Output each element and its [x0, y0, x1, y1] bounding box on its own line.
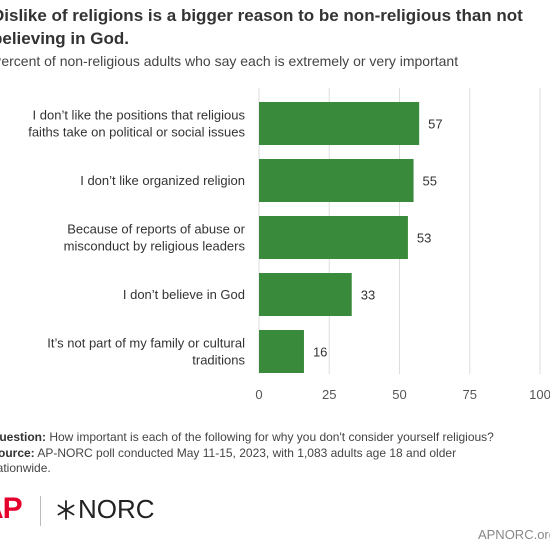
- category-label-line: Because of reports of abuse or: [67, 222, 245, 237]
- category-labels: I don’t like the positions that religiou…: [28, 108, 245, 368]
- value-label: 33: [361, 288, 375, 303]
- category-label-line: I don’t like organized religion: [80, 173, 245, 188]
- value-label: 16: [313, 345, 327, 360]
- category-label-line: misconduct by religious leaders: [64, 239, 246, 254]
- ap-logo: AP: [0, 492, 23, 525]
- bar: [259, 273, 352, 316]
- value-label: 55: [423, 174, 437, 189]
- chart-notes: Question: How important is each of the f…: [0, 430, 550, 477]
- norc-star-icon: [57, 499, 75, 520]
- bar: [259, 330, 304, 373]
- category-label-line: traditions: [192, 353, 245, 368]
- category-label: Because of reports of abuse or misconduct…: [64, 222, 246, 254]
- chart-title-line-2: believing in God.: [0, 29, 129, 48]
- bar: [259, 102, 420, 145]
- category-label-line: I don’t like the positions that religiou…: [33, 108, 246, 123]
- bar: [259, 159, 414, 202]
- chart-title: Dislike of religions is a bigger reason …: [0, 4, 550, 50]
- x-tick-label: 75: [463, 387, 477, 402]
- logo-divider: [40, 496, 41, 526]
- question-note: Question: How important is each of the f…: [0, 430, 550, 446]
- question-label: Question:: [0, 430, 46, 444]
- x-tick-label: 50: [392, 387, 406, 402]
- category-label-line: I don’t believe in God: [123, 287, 245, 302]
- category-label: It’s not part of my family or cultural tr…: [47, 336, 245, 368]
- x-tick-label: 0: [255, 387, 262, 402]
- bar: [259, 216, 408, 259]
- category-label: I don’t like the positions that religiou…: [28, 108, 245, 140]
- source-note-cont: nationwide.: [0, 461, 51, 475]
- chart-subtitle: Percent of non-religious adults who say …: [0, 53, 459, 69]
- source-text: AP-NORC poll conducted May 11-15, 2023, …: [34, 445, 457, 460]
- category-label-line: It’s not part of my family or cultural: [47, 336, 245, 351]
- source-label: Source:: [0, 445, 35, 460]
- norc-logo: NORC: [56, 494, 155, 525]
- bar-chart: I don’t like the positions that religiou…: [28, 88, 550, 402]
- site-link[interactable]: APNORC.org: [477, 527, 550, 542]
- value-labels: 57 55 53 33 16: [313, 117, 443, 360]
- chart-title-line-1: Dislike of religions is a bigger reason …: [0, 6, 523, 25]
- value-label: 53: [417, 231, 431, 246]
- category-label-line: faiths take on political or social issue…: [28, 125, 245, 140]
- x-tick-label: 100: [529, 387, 550, 402]
- norc-logo-text: NORC: [78, 494, 155, 524]
- bars: [259, 102, 420, 373]
- question-text: How important is each of the following f…: [46, 430, 494, 444]
- x-axis-ticks: 0 25 50 75 100: [255, 387, 550, 402]
- x-tick-label: 25: [322, 387, 336, 402]
- value-label: 57: [428, 117, 442, 132]
- source-note: Source: AP-NORC poll conducted May 11-15…: [0, 446, 550, 462]
- category-label: I don’t like organized religion: [80, 173, 245, 188]
- category-label: I don’t believe in God: [123, 287, 245, 302]
